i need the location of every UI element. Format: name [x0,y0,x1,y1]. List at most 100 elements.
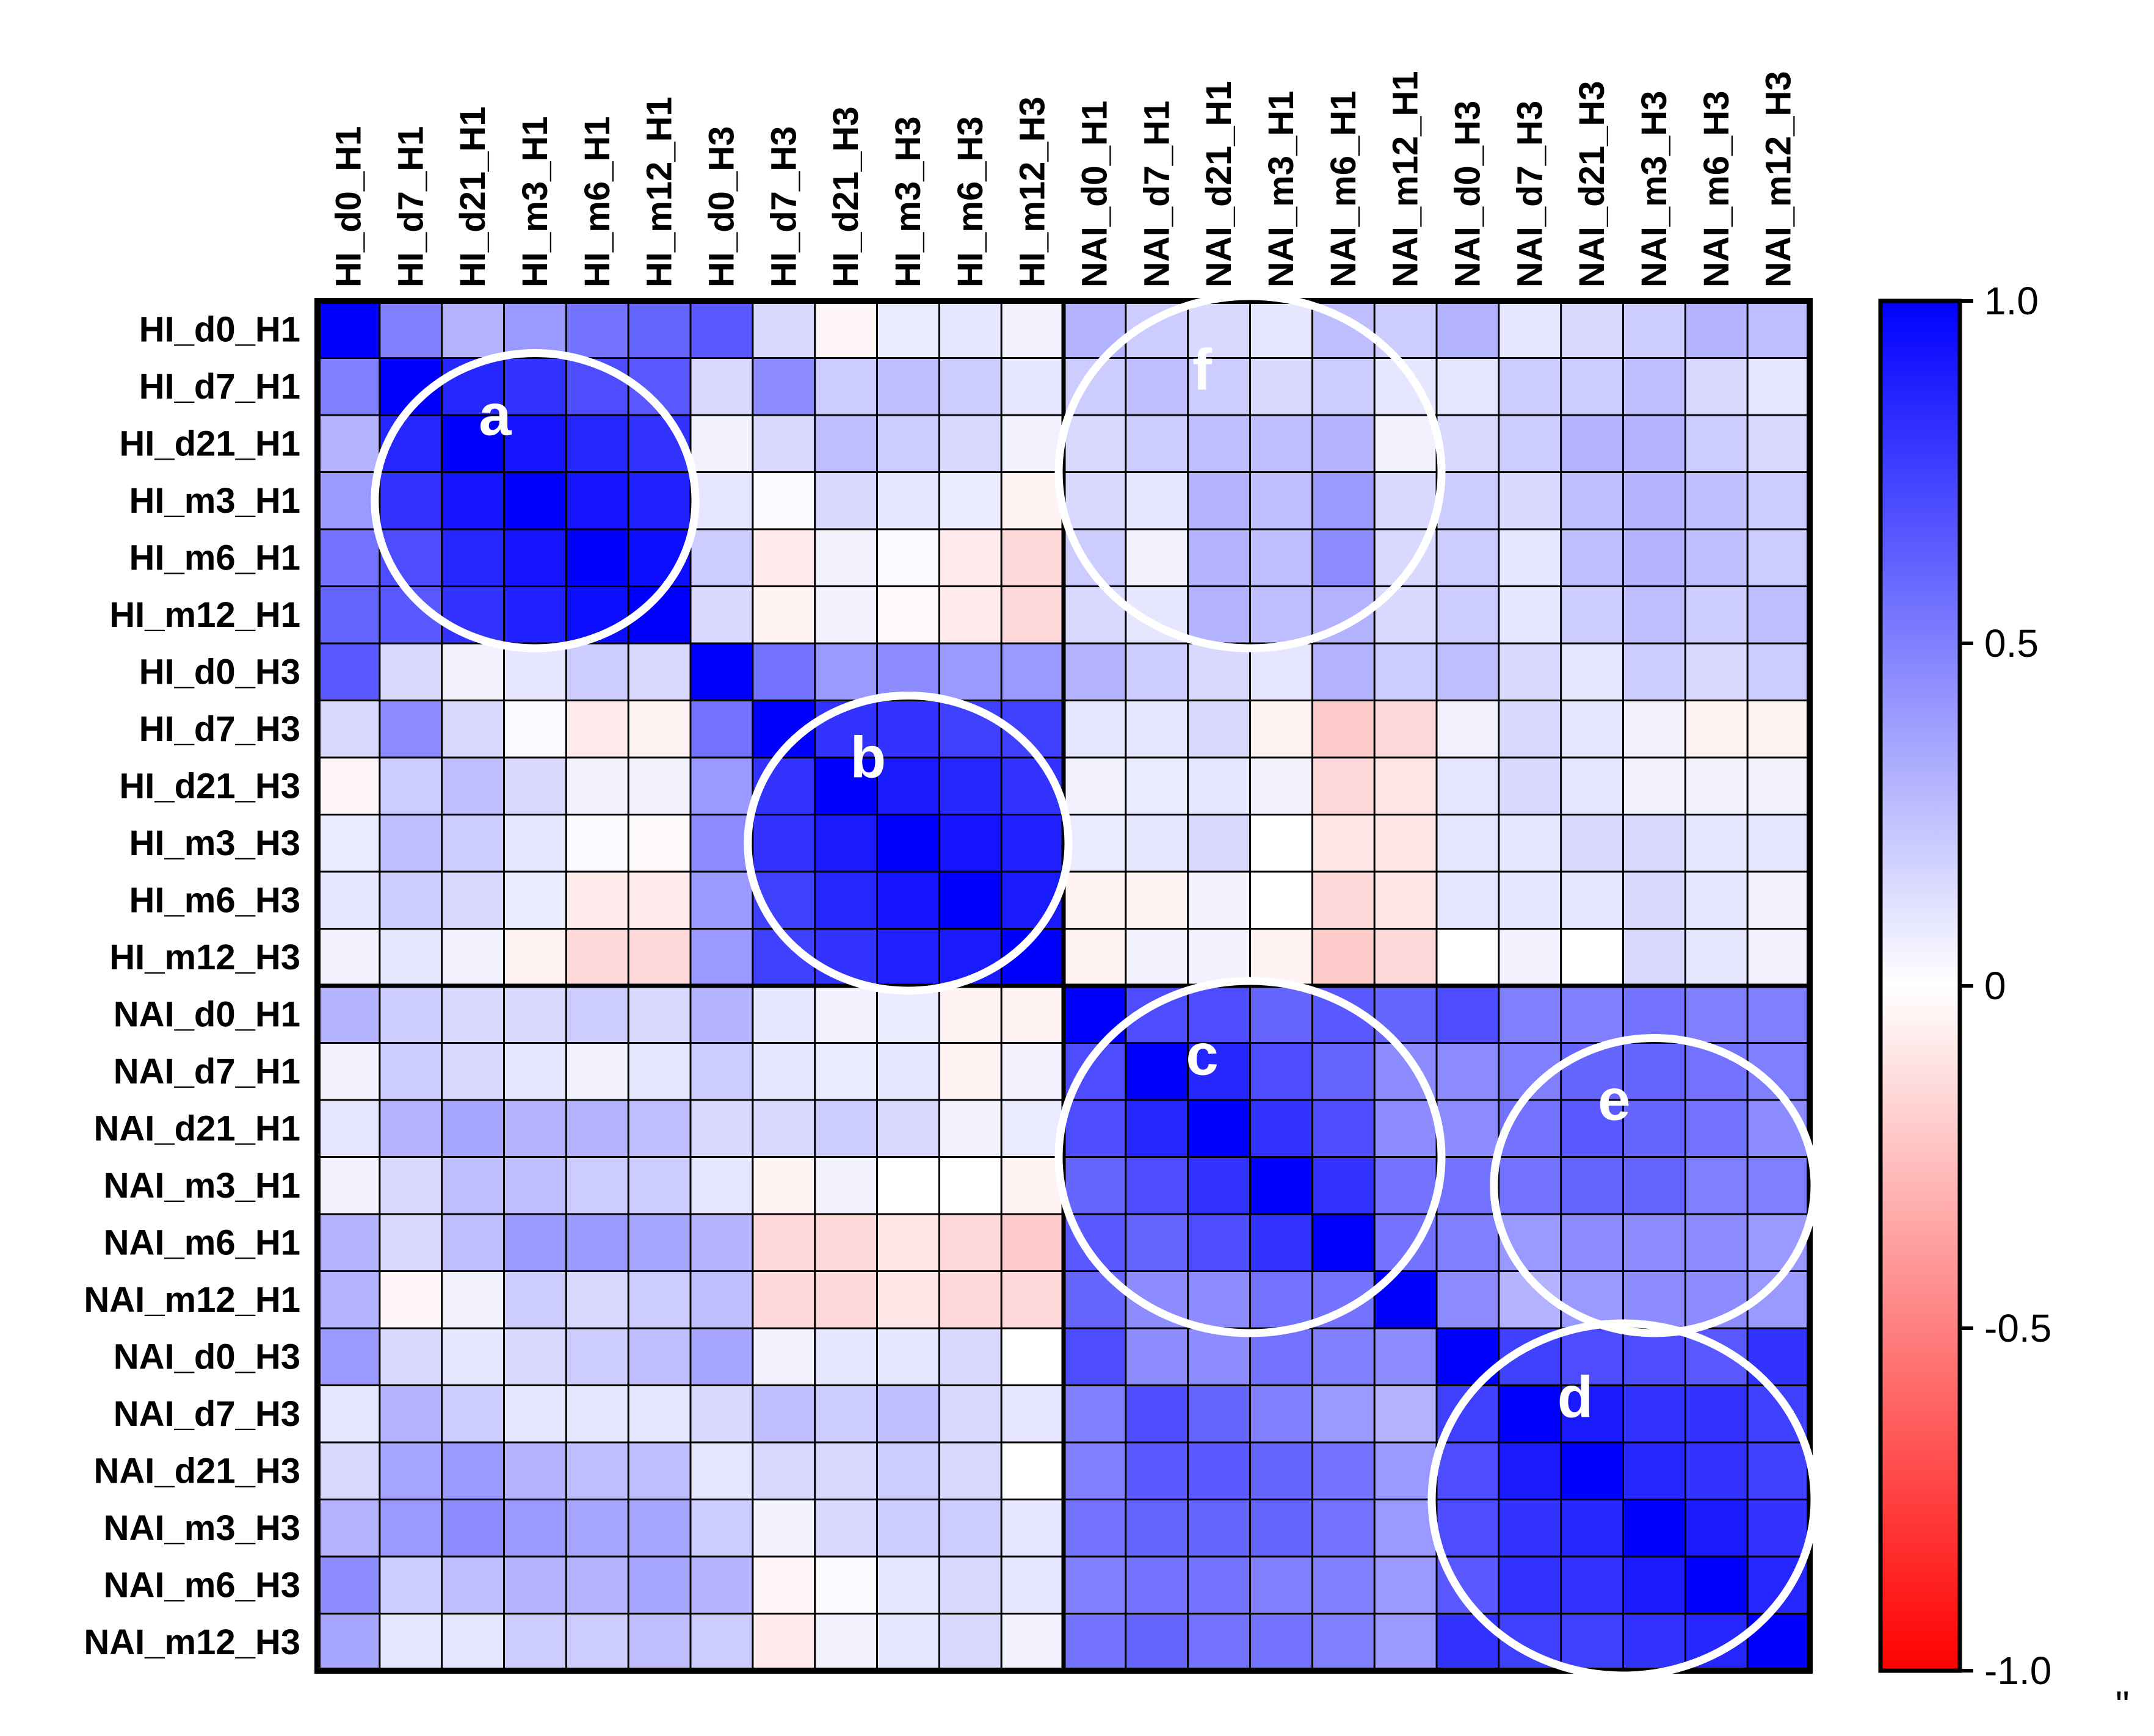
row-label: NAI_m6_H1 [104,1223,300,1262]
heatmap-cell [504,758,567,816]
heatmap-cell [1498,472,1562,530]
heatmap-cell [1250,358,1313,416]
heatmap-cell [1064,814,1126,872]
heatmap-cell [1747,1499,1810,1557]
heatmap-cell [1125,529,1189,587]
heatmap-cell [814,1442,878,1500]
heatmap-cell [1498,928,1562,986]
heatmap-cell [1685,872,1748,930]
heatmap-cell [752,986,816,1044]
heatmap-cell [566,700,629,758]
heatmap-cell [1064,928,1126,986]
heatmap-cell [877,472,940,530]
heatmap-cell [1747,814,1810,872]
heatmap-cell [1498,986,1562,1044]
row-label: NAI_d21_H3 [94,1451,300,1491]
heatmap-cells [317,301,1810,1671]
heatmap-cell [1001,643,1064,701]
heatmap-cell [1064,1499,1126,1557]
row-label: NAI_d0_H1 [114,994,300,1034]
annotation-circle [744,692,1073,995]
heatmap-cell [814,1100,878,1158]
heatmap-cell [691,986,753,1044]
heatmap-cell [1188,586,1251,644]
column-label: HI_m12_H1 [640,96,680,288]
heatmap-cell [1374,1100,1437,1158]
heatmap-cell [939,1100,1002,1158]
colorbar-tick-label: 0.5 [1984,621,2039,665]
heatmap-cell [691,1385,753,1443]
heatmap-cell [939,472,1002,530]
heatmap-cell [317,1214,380,1272]
heatmap-cell [441,1499,505,1557]
heatmap-cell [814,1214,878,1272]
heatmap-cell [691,872,753,930]
heatmap-cell [691,1100,753,1158]
heatmap-cell [1312,1557,1375,1615]
heatmap-cell [1685,1385,1748,1443]
heatmap-cell [441,928,505,986]
heatmap-cell [1250,700,1313,758]
heatmap-cell [1125,1613,1189,1671]
heatmap-cell [1188,986,1251,1044]
heatmap-cell [1312,872,1375,930]
heatmap-cell [814,358,878,416]
column-label: HI_m12_H3 [1013,96,1053,288]
heatmap-cell [1001,1043,1064,1101]
heatmap-cell [1437,472,1499,530]
heatmap-cell [1188,1499,1251,1557]
heatmap-cell [504,1442,567,1500]
heatmap-cell [877,586,940,644]
colorbar-gradient [1878,298,1962,1673]
heatmap-cell [939,1499,1002,1557]
heatmap-cell [1064,1328,1126,1386]
heatmap-cell [1747,872,1810,930]
heatmap-cell [1125,1214,1189,1272]
heatmap-cell [317,1442,380,1500]
heatmap-cell [1312,643,1375,701]
heatmap-cell [504,986,567,1044]
heatmap-cell [1250,1385,1313,1443]
heatmap-cell [691,1157,753,1215]
heatmap-cell [379,1100,443,1158]
heatmap-cell [1747,1157,1810,1215]
heatmap-cell [1685,986,1748,1044]
heatmap-cell [1623,872,1686,930]
heatmap-cell [1437,529,1499,587]
heatmap-cell [1125,758,1189,816]
heatmap-cell [566,1499,629,1557]
heatmap-cell [1312,1385,1375,1443]
heatmap-cell [1437,758,1499,816]
heatmap-cell [939,1214,1002,1272]
heatmap-cell [877,1271,940,1329]
row-labels: HI_d0_H1 HI_d7_H1 HI_d21_H1 HI_m3_H1 HI_m6_H… [84,309,300,1662]
heatmap-cell [1125,1157,1189,1215]
heatmap-cell [566,301,629,359]
heatmap-cell [317,814,380,872]
heatmap-cell [1064,1157,1126,1215]
heatmap-cell [441,1557,505,1615]
heatmap-cell [1001,1214,1064,1272]
heatmap-cell [317,586,380,644]
heatmap-cell [1561,358,1624,416]
heatmap-cell [441,301,505,359]
heatmap-cell [1188,872,1251,930]
heatmap-cell [1685,415,1748,473]
heatmap-cell [1125,643,1189,701]
heatmap-cell [1001,1499,1064,1557]
heatmap-cell [1437,643,1499,701]
heatmap-cell [628,758,691,816]
heatmap-cell [814,1328,878,1386]
annotation-label: e [1598,1068,1630,1133]
heatmap-cell [441,1442,505,1500]
heatmap-cell [1312,1043,1375,1101]
heatmap-cell [1498,1385,1562,1443]
heatmap-cell [1125,1557,1189,1615]
heatmap-cell [1498,643,1562,701]
heatmap-cell [1623,586,1686,644]
heatmap-cell [317,758,380,816]
row-label: HI_m6_H3 [129,880,300,920]
heatmap-cell [379,1271,443,1329]
column-label: HI_m6_H1 [578,117,617,288]
